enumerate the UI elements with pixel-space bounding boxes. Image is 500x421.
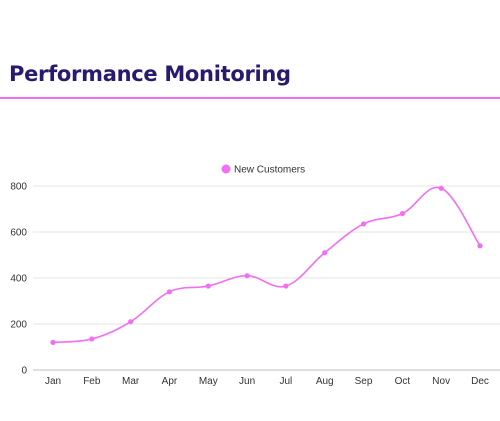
data-point-apr[interactable] [166, 289, 173, 295]
data-point-aug[interactable] [322, 250, 328, 256]
x-tick-label-apr: Apr [162, 376, 178, 387]
data-point-may[interactable] [205, 283, 211, 289]
x-tick-label-sep: Sep [355, 376, 373, 387]
x-tick-label-dec: Dec [471, 376, 489, 387]
series-line-new-customers [52, 186, 481, 344]
x-tick-label-oct: Oct [395, 376, 411, 387]
x-tick-label-jan: Jan [45, 376, 61, 387]
data-point-jul[interactable] [283, 283, 289, 289]
x-tick-label-jul: Jul [280, 376, 293, 387]
x-tick-label-mar: Mar [122, 376, 140, 387]
x-tick-label-feb: Feb [83, 376, 101, 387]
data-point-jun[interactable] [244, 273, 250, 279]
page-title: Performance Monitoring [9, 62, 291, 86]
title-divider [0, 97, 500, 99]
y-tick-label: 800 [10, 182, 27, 193]
data-point-mar[interactable] [128, 319, 134, 325]
data-point-jan[interactable] [50, 339, 56, 345]
data-point-dec[interactable] [477, 243, 483, 249]
x-tick-label-aug: Aug [316, 376, 334, 387]
grid-layer [33, 185, 500, 371]
y-tick-label: 0 [21, 366, 27, 377]
y-tick-label: 200 [10, 320, 27, 331]
data-point-nov[interactable] [438, 185, 444, 191]
x-tick-label-may: May [199, 376, 218, 387]
y-tick-label: 400 [10, 274, 27, 285]
x-tick-label-nov: Nov [432, 376, 450, 387]
series-layer [50, 185, 483, 345]
legend-marker-new-customers [221, 164, 231, 174]
axis-layer: 0 200 400 600 800 Jan Feb Mar Apr May Jun Jul Aug Sep… [10, 182, 489, 388]
legend[interactable]: New Customers [221, 164, 306, 176]
y-tick-label: 600 [10, 228, 27, 239]
data-point-sep[interactable] [360, 221, 367, 227]
x-tick-label-jun: Jun [239, 376, 255, 387]
data-point-feb[interactable] [89, 336, 95, 342]
data-point-oct[interactable] [399, 211, 405, 217]
legend-label-new-customers: New Customers [234, 165, 305, 176]
